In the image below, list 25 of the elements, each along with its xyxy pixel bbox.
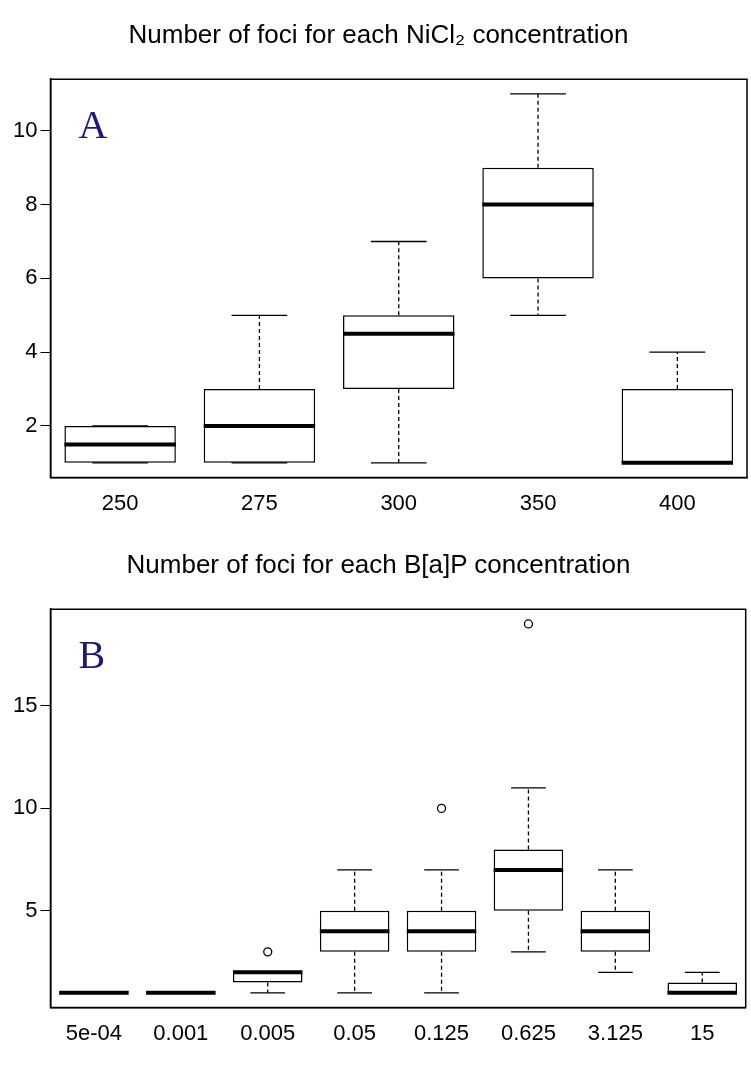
chart-title: Number of foci for each B[a]P concentration bbox=[126, 548, 631, 579]
y-tick-label: 10 bbox=[12, 794, 38, 820]
y-tick-label: 4 bbox=[25, 338, 38, 364]
x-tick-label: 5e-04 bbox=[65, 1019, 123, 1045]
y-tick-label: 15 bbox=[12, 691, 38, 717]
y-tick-label: 6 bbox=[25, 264, 38, 290]
x-tick-label: 350 bbox=[519, 489, 557, 515]
x-tick-label: 0.05 bbox=[333, 1019, 377, 1045]
annotation: B bbox=[78, 631, 106, 677]
x-tick-label: 300 bbox=[380, 489, 418, 515]
x-tick-label: 250 bbox=[101, 489, 139, 515]
x-tick-label: 0.001 bbox=[153, 1019, 209, 1045]
annotation: A bbox=[78, 101, 108, 147]
y-tick-label: 2 bbox=[25, 412, 38, 438]
y-tick-label: 8 bbox=[25, 190, 38, 216]
y-tick-label: 5 bbox=[25, 896, 38, 922]
x-tick-label: 15 bbox=[690, 1019, 715, 1045]
x-tick-label: 0.005 bbox=[240, 1019, 296, 1045]
x-tick-label: 0.625 bbox=[500, 1019, 556, 1045]
x-tick-label: 3.125 bbox=[587, 1019, 643, 1045]
x-tick-label: 400 bbox=[658, 489, 696, 515]
x-tick-label: 0.125 bbox=[414, 1019, 470, 1045]
chart-title: Number of foci for each NiCl₂ concentration bbox=[128, 18, 629, 49]
x-tick-label: 275 bbox=[241, 489, 278, 515]
y-tick-label: 10 bbox=[12, 116, 38, 142]
